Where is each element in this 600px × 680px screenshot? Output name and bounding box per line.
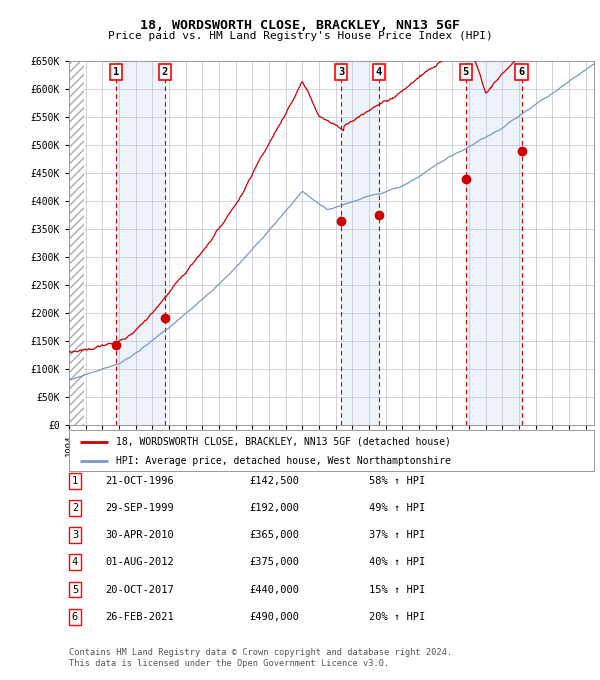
Text: 4: 4 (72, 558, 78, 567)
Text: 1: 1 (113, 67, 119, 77)
Text: £375,000: £375,000 (249, 558, 299, 567)
Text: £365,000: £365,000 (249, 530, 299, 540)
Text: 01-AUG-2012: 01-AUG-2012 (105, 558, 174, 567)
Text: 26-FEB-2021: 26-FEB-2021 (105, 612, 174, 622)
Text: 5: 5 (463, 67, 469, 77)
Text: £440,000: £440,000 (249, 585, 299, 594)
Text: 20-OCT-2017: 20-OCT-2017 (105, 585, 174, 594)
Text: £142,500: £142,500 (249, 476, 299, 486)
Text: 37% ↑ HPI: 37% ↑ HPI (369, 530, 425, 540)
Text: Contains HM Land Registry data © Crown copyright and database right 2024.
This d: Contains HM Land Registry data © Crown c… (69, 648, 452, 668)
Text: 18, WORDSWORTH CLOSE, BRACKLEY, NN13 5GF (detached house): 18, WORDSWORTH CLOSE, BRACKLEY, NN13 5GF… (116, 437, 451, 447)
Text: 18, WORDSWORTH CLOSE, BRACKLEY, NN13 5GF: 18, WORDSWORTH CLOSE, BRACKLEY, NN13 5GF (140, 19, 460, 32)
Text: £192,000: £192,000 (249, 503, 299, 513)
Text: 20% ↑ HPI: 20% ↑ HPI (369, 612, 425, 622)
Text: 40% ↑ HPI: 40% ↑ HPI (369, 558, 425, 567)
Bar (341, 61, 379, 425)
Text: 5: 5 (72, 585, 78, 594)
Bar (116, 61, 165, 425)
Text: 21-OCT-1996: 21-OCT-1996 (105, 476, 174, 486)
Text: 2: 2 (162, 67, 168, 77)
Text: 15% ↑ HPI: 15% ↑ HPI (369, 585, 425, 594)
Text: 49% ↑ HPI: 49% ↑ HPI (369, 503, 425, 513)
Text: £490,000: £490,000 (249, 612, 299, 622)
Text: HPI: Average price, detached house, West Northamptonshire: HPI: Average price, detached house, West… (116, 456, 451, 466)
Text: 3: 3 (72, 530, 78, 540)
Bar (69, 61, 84, 425)
Text: 6: 6 (518, 67, 524, 77)
Text: 30-APR-2010: 30-APR-2010 (105, 530, 174, 540)
Bar (466, 61, 521, 425)
Text: 29-SEP-1999: 29-SEP-1999 (105, 503, 174, 513)
Text: 1: 1 (72, 476, 78, 486)
Text: 6: 6 (72, 612, 78, 622)
Text: 4: 4 (376, 67, 382, 77)
Text: 3: 3 (338, 67, 344, 77)
Text: 2: 2 (72, 503, 78, 513)
Text: Price paid vs. HM Land Registry's House Price Index (HPI): Price paid vs. HM Land Registry's House … (107, 31, 493, 41)
Text: 58% ↑ HPI: 58% ↑ HPI (369, 476, 425, 486)
